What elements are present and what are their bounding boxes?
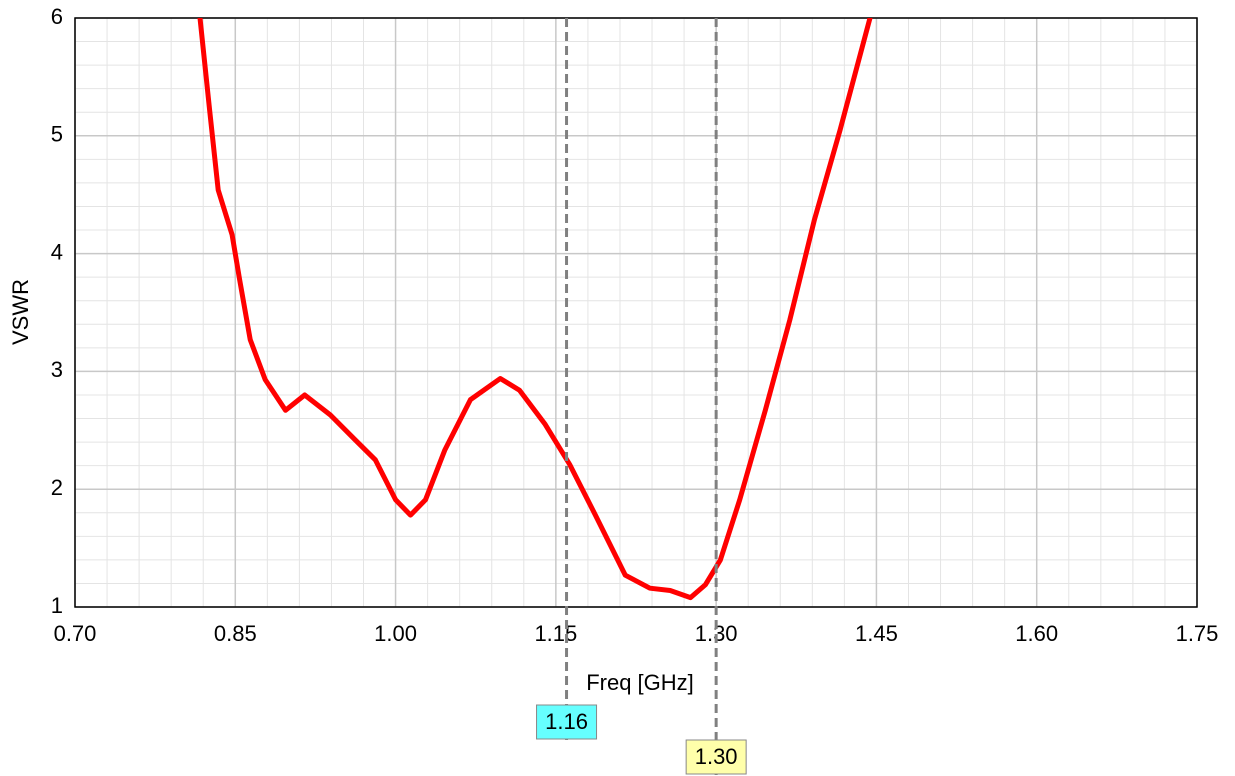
x-tick-label: 1.60: [1015, 621, 1058, 646]
x-tick-label: 0.70: [54, 621, 97, 646]
x-tick-label: 1.00: [374, 621, 417, 646]
x-tick-label: 1.45: [855, 621, 898, 646]
y-axis-label: VSWR: [8, 279, 33, 345]
plot-frame: [74, 17, 1198, 608]
x-tick-label: 1.15: [534, 621, 577, 646]
marker-label-box: [685, 739, 747, 775]
y-tick-label: 6: [51, 4, 63, 29]
marker-label-box: [536, 704, 598, 740]
series-line: [197, 18, 873, 601]
x-axis-label: Freq [GHz]: [586, 670, 694, 695]
y-tick-label: 5: [51, 122, 63, 147]
y-tick-label: 3: [51, 357, 63, 382]
x-tick-label: 0.85: [214, 621, 257, 646]
marker-label: 1.16: [545, 709, 588, 734]
y-tick-label: 1: [51, 593, 63, 618]
marker-label: 1.30: [695, 744, 738, 769]
x-tick-label: 1.75: [1176, 621, 1219, 646]
y-tick-label: 4: [51, 239, 63, 264]
y-tick-label: 2: [51, 475, 63, 500]
